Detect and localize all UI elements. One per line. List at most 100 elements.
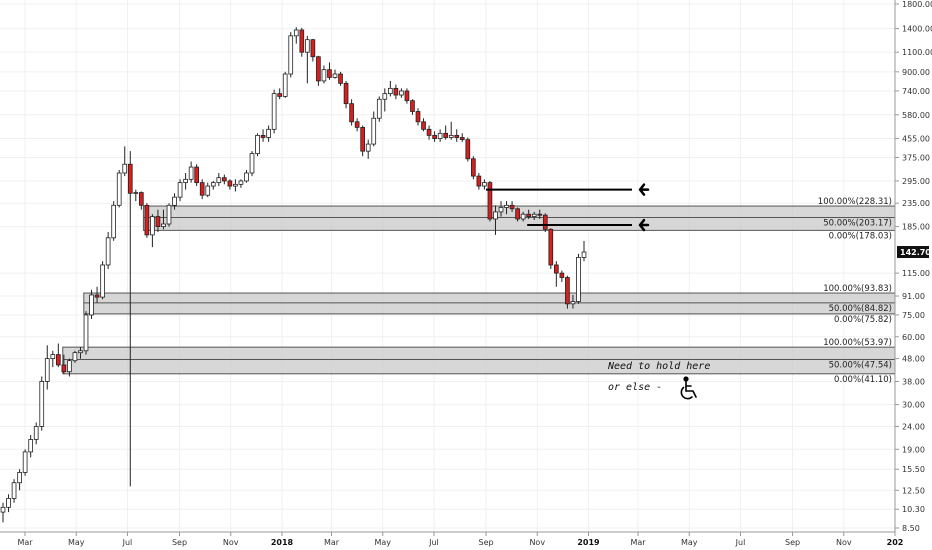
wheelchair-wheel: [680, 386, 693, 400]
candle-body-up: [255, 134, 260, 155]
candle-body-up: [183, 178, 188, 184]
candle-body-up: [166, 204, 172, 225]
candle-body-up: [78, 350, 83, 354]
candle-body-up: [371, 117, 377, 145]
candle-body-up: [0, 506, 6, 513]
y-tick-label: 12.50: [902, 486, 925, 495]
y-tick-label: 8.50: [902, 524, 920, 533]
candle-body-up: [44, 358, 50, 382]
candle-body-up: [100, 264, 105, 298]
candle-body-down: [144, 204, 150, 236]
wheelchair-head: [683, 376, 689, 382]
candle-body-down: [443, 132, 449, 138]
candle-body-up: [244, 172, 249, 182]
candle-body-up: [581, 251, 587, 258]
grid: [0, 0, 896, 532]
candle-body-up: [387, 87, 393, 95]
fib-level-label: 50.00%(47.54): [829, 361, 892, 371]
y-tick-label: 30.00: [902, 401, 925, 410]
candle-body-up: [304, 39, 310, 53]
candle-body-up: [105, 237, 111, 266]
candle-body-up: [282, 73, 288, 97]
y-tick-label: 1100.00: [902, 48, 932, 57]
x-axis: Mar May Jul Sep Nov 2018 Mar May Jul Sep Nov 2019 Ma…: [17, 532, 903, 547]
y-tick-label: 235.00: [902, 199, 930, 208]
y-tick-label: 19.00: [902, 445, 925, 454]
candle-body-down: [459, 137, 465, 141]
candle-body-up: [116, 172, 122, 206]
candle-body-down: [55, 354, 61, 366]
candle-body-down: [515, 208, 520, 220]
fib-level-label: 0.00%(41.10): [834, 375, 892, 385]
candle-body-up: [238, 180, 244, 185]
candle-body-down: [277, 93, 283, 97]
candle-body-up: [89, 294, 94, 316]
candle-body-down: [343, 82, 349, 105]
candle-body-up: [576, 257, 581, 302]
candle-body-down: [260, 134, 266, 138]
candle-body-down: [127, 163, 133, 194]
candle-body-down: [553, 264, 559, 274]
candle-body-down: [349, 103, 354, 123]
fib-level-label: 0.00%(178.03): [829, 231, 892, 241]
candle-body-up: [150, 216, 155, 236]
x-tick-label: Sep: [785, 538, 800, 547]
candle-body-up: [6, 498, 11, 508]
wheelchair-icon: [680, 376, 697, 400]
candle-body-down: [360, 126, 366, 152]
candle-body-down: [221, 177, 227, 182]
x-tick-label: May: [681, 538, 698, 547]
candle-body-down: [454, 134, 460, 138]
candle-body-down: [526, 213, 532, 217]
candle-body-down: [542, 214, 548, 230]
x-tick-label: Sep: [172, 538, 187, 547]
candle-body-down: [415, 111, 421, 123]
candle-body-down: [537, 213, 543, 216]
candle-body-up: [210, 182, 216, 187]
y-tick-label: 60.00: [902, 333, 925, 342]
candle-body-down: [410, 100, 415, 112]
candle-body-down: [138, 192, 144, 206]
y-tick-label: 185.00: [902, 223, 930, 232]
candle-body-up: [122, 163, 128, 174]
candle-body-up: [448, 134, 454, 138]
arrow-lines: [486, 183, 650, 232]
candle-body-down: [432, 134, 437, 139]
candle-body-up: [205, 185, 211, 196]
candle-body-down: [316, 56, 321, 82]
candle-body-up: [498, 207, 504, 213]
candle-body-up: [293, 29, 299, 37]
candle-body-up: [111, 204, 117, 239]
candle-body-down: [404, 90, 410, 102]
fib-level-label: 100.00%(228.31): [818, 197, 892, 207]
candle-body-up: [520, 213, 526, 220]
candle-body-up: [161, 223, 166, 228]
candle-body-down: [299, 29, 305, 53]
candle-body-up: [11, 482, 17, 499]
x-tick-label: Nov: [223, 538, 239, 547]
candle-body-up: [332, 73, 338, 78]
candle-body-up: [17, 472, 22, 484]
fib-zone-band: [62, 346, 896, 375]
wheelchair-body: [685, 381, 697, 398]
candle-body-down: [559, 272, 565, 278]
y-tick-label: 24.00: [902, 422, 925, 431]
candle-body-down: [421, 121, 426, 130]
y-tick-label: 580.00: [902, 111, 930, 120]
x-tick-label: Nov: [836, 538, 852, 547]
candle-body-up: [365, 143, 371, 152]
fib-level-label: 50.00%(84.82): [829, 304, 892, 314]
candle-body-down: [354, 121, 360, 128]
y-tick-label: 295.00: [902, 177, 930, 186]
candle-body-down: [310, 39, 316, 58]
note-hold-here: Need to hold here: [607, 361, 710, 372]
candle-body-down: [327, 69, 332, 78]
candle-body-up: [249, 153, 255, 174]
candle-body-down: [470, 158, 476, 177]
candle-body-up: [83, 314, 89, 352]
x-tick-label: May: [374, 538, 391, 547]
x-tick-label: Nov: [529, 538, 545, 547]
y-tick-label: 75.00: [902, 311, 925, 320]
candle-body-up: [399, 90, 404, 96]
